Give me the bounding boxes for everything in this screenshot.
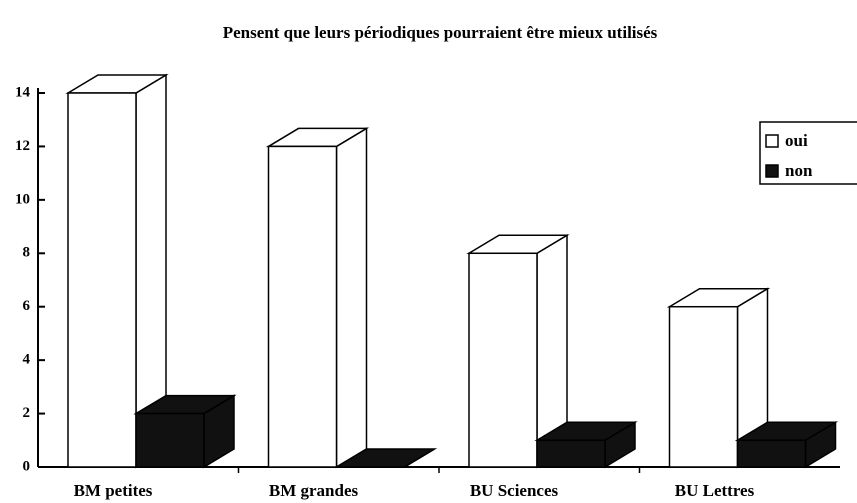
legend-label: non [785, 161, 813, 180]
x-tick-label: BM petites [74, 481, 153, 500]
y-tick-label: 6 [23, 298, 31, 314]
y-tick-label: 2 [23, 405, 31, 421]
chart-title: Pensent que leurs périodiques pourraient… [223, 23, 658, 42]
legend-swatch [765, 164, 779, 178]
bar [267, 145, 338, 468]
y-tick-label: 14 [15, 84, 31, 100]
legend-label: oui [785, 131, 808, 150]
x-tick-label: BU Lettres [675, 481, 755, 500]
y-tick-label: 10 [15, 191, 30, 207]
y-tick-label: 0 [23, 458, 31, 474]
bar [536, 439, 606, 468]
bar [736, 439, 807, 468]
bar [468, 252, 538, 468]
x-tick-label: BU Sciences [470, 481, 559, 500]
bar [668, 305, 739, 468]
bar-top [333, 448, 438, 468]
y-tick-label: 8 [23, 245, 31, 261]
bar [67, 92, 137, 468]
x-tick-label: BM grandes [269, 481, 359, 500]
bar [135, 412, 205, 468]
y-tick-label: 12 [15, 138, 30, 154]
legend-swatch [765, 134, 779, 148]
bar-side [335, 127, 368, 469]
y-tick-label: 4 [23, 352, 31, 368]
